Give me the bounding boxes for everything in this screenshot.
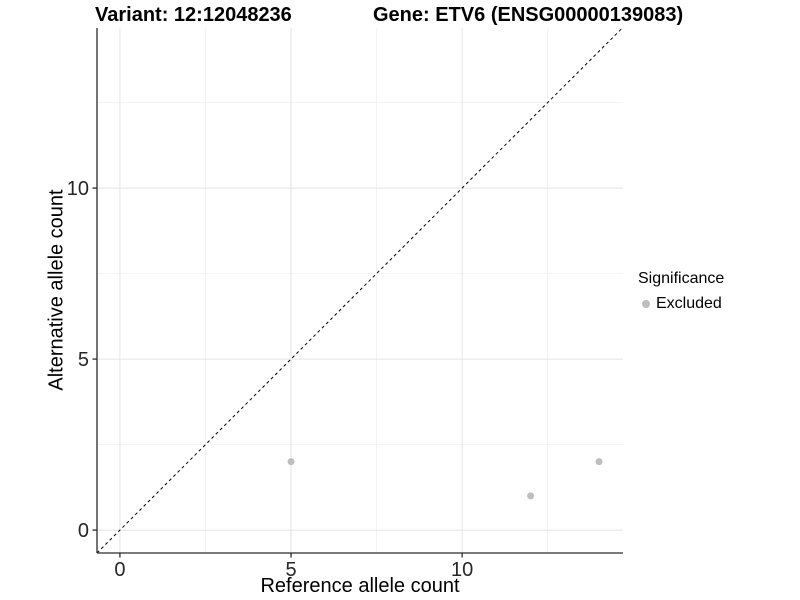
x-tick-label: 10 xyxy=(451,559,473,581)
x-tick-label: 0 xyxy=(114,559,125,581)
legend-title: Significance xyxy=(638,270,725,287)
excluded-point-icon xyxy=(642,299,650,308)
data-point xyxy=(595,458,603,466)
data-point xyxy=(287,458,295,466)
x-tick-label: 5 xyxy=(285,559,296,581)
variant-title: Variant: 12:12048236 xyxy=(95,4,292,26)
data-point xyxy=(527,492,535,500)
identity-line xyxy=(96,27,623,554)
y-tick-label: 5 xyxy=(78,349,89,371)
legend: Significance Excluded xyxy=(638,269,724,313)
gene-title: Gene: ETV6 (ENSG00000139083) xyxy=(373,4,684,26)
y-axis-title: Alternative allele count xyxy=(45,189,68,391)
y-tick-label: 0 xyxy=(78,520,89,542)
y-tick-label: 10 xyxy=(67,178,89,200)
x-axis-title: Reference allele count xyxy=(260,575,460,597)
legend-entry-label: Excluded xyxy=(656,295,722,313)
legend-entry-excluded: Excluded xyxy=(638,294,724,313)
